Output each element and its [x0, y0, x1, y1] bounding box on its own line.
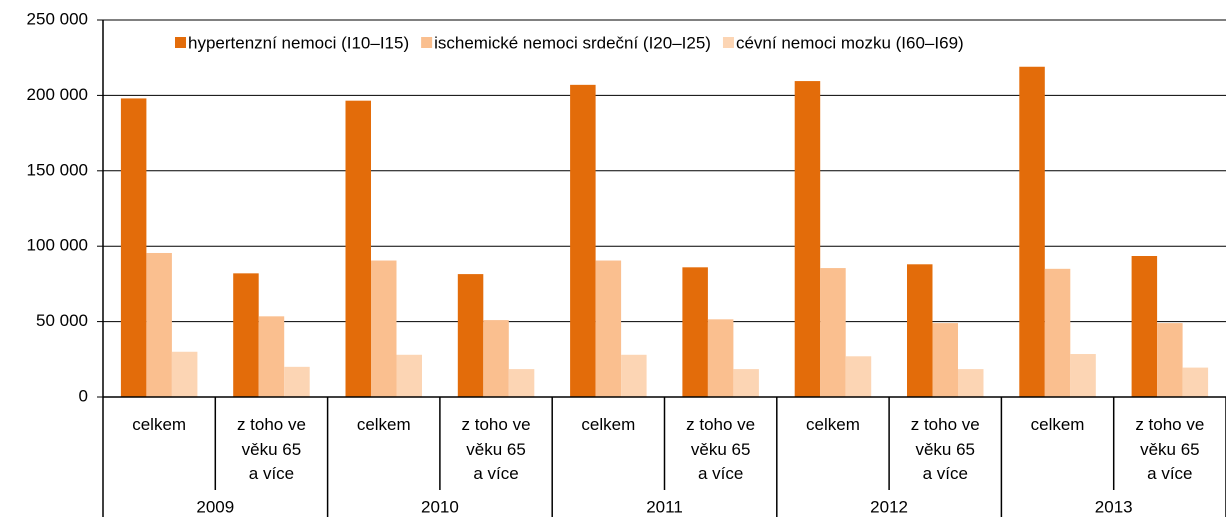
bar: [483, 320, 509, 397]
bar: [1131, 256, 1158, 397]
group-label: 2010: [421, 497, 459, 516]
bar: [1182, 367, 1209, 397]
y-tick-label: 200 000: [27, 85, 88, 104]
bar: [233, 273, 259, 397]
x-tick-label: celkem: [806, 415, 860, 434]
bar: [570, 84, 596, 398]
x-tick-label: celkem: [132, 415, 187, 434]
group-label: 2012: [870, 497, 908, 516]
bar: [958, 369, 984, 397]
bar: [733, 369, 759, 397]
bar: [595, 260, 622, 397]
bar: [345, 100, 371, 397]
bar: [1070, 354, 1096, 397]
bar: [820, 268, 846, 397]
bar: [707, 319, 734, 397]
x-tick-label: z toho ve věku 65 a více: [1135, 415, 1205, 483]
group-label: 2011: [646, 497, 683, 516]
group-label: 2013: [1095, 497, 1133, 516]
bar: [457, 274, 484, 397]
bar: [1044, 268, 1071, 397]
bar: [371, 260, 397, 397]
bar: [146, 252, 172, 397]
legend-swatch: [421, 37, 433, 48]
y-tick-label: 250 000: [27, 9, 88, 28]
group-label: 2009: [196, 497, 234, 516]
bar: [907, 264, 933, 397]
bar: [120, 98, 147, 397]
bar: [932, 323, 958, 397]
legend-label: hypertenzní nemoci (I10–I15): [188, 33, 409, 52]
x-tick-label: z toho ve věku 65 a více: [910, 415, 980, 483]
x-tick-label: z toho ve věku 65 a více: [236, 415, 306, 483]
bar: [1019, 66, 1045, 398]
x-tick-label: celkem: [356, 415, 411, 434]
legend-label: ischemické nemoci srdeční (I20–I25): [434, 33, 711, 52]
y-tick-label: 0: [79, 386, 88, 405]
legend-swatch: [175, 37, 186, 48]
x-tick-label: z toho ve věku 65 a více: [461, 415, 531, 483]
bar: [396, 354, 422, 397]
y-tick-label: 100 000: [27, 236, 88, 255]
bar: [284, 366, 310, 397]
bar: [682, 267, 708, 397]
bar: [508, 369, 535, 397]
bar: [845, 356, 872, 397]
bar: [1157, 323, 1183, 397]
x-tick-label: celkem: [1030, 415, 1085, 434]
bar: [621, 354, 647, 397]
legend-label: cévní nemoci mozku (I60–I69): [736, 33, 964, 52]
bar: [258, 316, 285, 397]
legend-swatch: [722, 37, 734, 48]
bar: [794, 81, 821, 397]
x-tick-label: z toho ve věku 65 a více: [686, 415, 756, 483]
bar: [171, 351, 198, 397]
x-tick-label: celkem: [581, 415, 636, 434]
y-tick-label: 50 000: [36, 311, 88, 330]
y-tick-label: 150 000: [27, 160, 88, 179]
